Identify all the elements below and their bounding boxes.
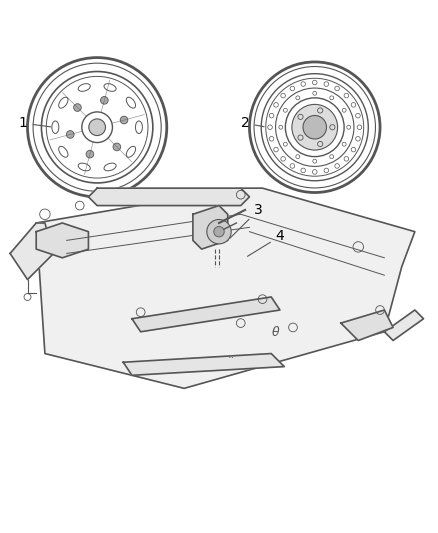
Circle shape bbox=[207, 220, 231, 244]
Text: 3: 3 bbox=[230, 203, 262, 238]
Circle shape bbox=[74, 104, 81, 111]
Text: 4: 4 bbox=[247, 229, 284, 256]
Polygon shape bbox=[10, 223, 53, 279]
Circle shape bbox=[303, 116, 326, 139]
Polygon shape bbox=[88, 188, 250, 206]
Polygon shape bbox=[36, 223, 88, 258]
Polygon shape bbox=[341, 310, 393, 341]
Circle shape bbox=[100, 96, 108, 104]
Circle shape bbox=[120, 116, 128, 124]
Circle shape bbox=[86, 150, 94, 158]
Polygon shape bbox=[385, 310, 424, 341]
Text: $\theta$: $\theta$ bbox=[271, 325, 281, 339]
Polygon shape bbox=[36, 188, 415, 389]
Circle shape bbox=[67, 131, 74, 138]
Text: 2: 2 bbox=[241, 116, 264, 130]
Text: ..: .. bbox=[228, 350, 235, 360]
Circle shape bbox=[292, 104, 338, 150]
Circle shape bbox=[214, 227, 224, 237]
Polygon shape bbox=[132, 297, 280, 332]
Text: 1: 1 bbox=[19, 116, 51, 130]
Circle shape bbox=[113, 143, 120, 151]
Polygon shape bbox=[193, 206, 228, 249]
Polygon shape bbox=[123, 353, 284, 375]
Circle shape bbox=[89, 119, 106, 135]
